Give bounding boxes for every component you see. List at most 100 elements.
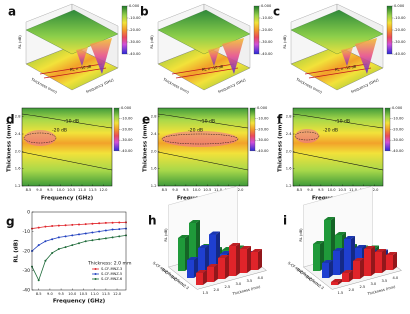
bar-front — [207, 267, 214, 282]
floor — [25, 45, 119, 91]
bar-top — [322, 260, 333, 263]
bar-front — [344, 239, 351, 272]
z-axis-label: RL (dB) — [164, 228, 168, 242]
legend-marker — [94, 278, 97, 280]
bar-front — [178, 238, 185, 271]
bar-top — [251, 249, 262, 252]
y-tick-label: -30 — [22, 268, 30, 274]
bar-front — [342, 273, 349, 282]
bar — [218, 255, 229, 279]
surface-dip — [341, 47, 353, 66]
plot-frame — [31, 211, 127, 291]
panel: g 8.5 9.0 9.5 10.0 10.5 11.0 11.5 12.0 0 -10 -20 -30… — [6, 210, 132, 305]
point — [44, 240, 47, 243]
x-tick-label: 12.0 — [99, 188, 108, 192]
series-line — [31, 228, 127, 252]
category-label: 1.5 — [202, 291, 208, 295]
x-tick-label: 10.5 — [67, 188, 75, 192]
bar — [364, 246, 375, 276]
threshold-line — [39, 63, 103, 75]
colorbar — [386, 5, 393, 55]
x-tick-label: 10.5 — [203, 188, 211, 192]
surface-dip — [90, 38, 112, 74]
bar-top — [220, 251, 231, 254]
threshold-line — [175, 67, 239, 79]
colorbar-tick-label: -20.00 — [257, 127, 269, 131]
contour-line-dashed — [294, 131, 320, 141]
y-tick-label: 1.6 — [286, 167, 292, 171]
contour-label: -20 dB — [52, 128, 67, 134]
panel: hS-CF-MNZ-3S-CF-MNZ-5S-CF-MNZ-61.52.02.5… — [148, 185, 267, 296]
bar-front — [187, 260, 194, 278]
bar-front — [322, 263, 329, 278]
bar-side — [203, 270, 207, 285]
x-tick-label: 8.5 — [162, 188, 168, 192]
threshold-line — [304, 63, 368, 75]
bar-side — [340, 248, 344, 275]
colorbar-tick-label: -30.00 — [394, 40, 406, 44]
bar-front — [324, 220, 331, 268]
colorbar-tick-label: -40.00 — [257, 149, 269, 153]
x-tick-label: 9.5 — [58, 292, 64, 296]
bar — [331, 279, 342, 285]
bar-top — [313, 241, 324, 244]
category-label: 3.0 — [235, 282, 241, 286]
colorbar — [253, 5, 260, 55]
bar — [207, 264, 218, 282]
bar-top — [189, 220, 200, 223]
bar-top — [353, 258, 364, 261]
contour-label: -20 dB — [188, 128, 203, 134]
x-tick-label: 8.5 — [36, 292, 42, 296]
colorbar-tick-label: -10.00 — [129, 16, 141, 20]
x-tick-label: 9.5 — [318, 188, 324, 192]
colorbar-tick-label: -10.00 — [257, 117, 269, 121]
contour-line-dashed — [161, 133, 239, 145]
bar-side — [214, 264, 218, 282]
point — [37, 279, 40, 282]
contour-line — [292, 151, 384, 171]
surface-dip — [76, 47, 88, 66]
z-axis-label: RL (dB) — [283, 35, 287, 49]
colorbar-tick-label: -40.00 — [392, 149, 404, 153]
bar-side — [349, 270, 353, 282]
bar-front — [229, 246, 236, 276]
y-tick-label: -20 — [22, 249, 30, 255]
category-label: 1.5 — [337, 291, 343, 295]
annotation: Thickness: 2.0 mm — [87, 261, 132, 267]
contour-line — [157, 113, 249, 129]
bar-front — [364, 249, 371, 276]
bar-front — [333, 251, 340, 275]
plot-frame — [21, 107, 113, 187]
y-tick-label: 2.8 — [15, 115, 21, 119]
y-tick-label: 2.8 — [151, 115, 157, 119]
point — [91, 222, 94, 225]
x-tick-label: 12.0 — [113, 292, 122, 296]
legend-label: S-CF-MNZ-3 — [101, 267, 122, 271]
point — [71, 234, 74, 237]
point — [64, 224, 67, 227]
annotation: RL = -10 dB — [202, 65, 224, 72]
colorbar-tick-label: -30.00 — [129, 40, 141, 44]
bar-front — [240, 249, 247, 273]
bar — [386, 252, 397, 270]
panel: f-10 dB-20 dB8.59.09.510.010.511.011.512… — [277, 106, 404, 202]
plot-frame — [157, 107, 249, 187]
bar-top — [342, 270, 353, 273]
point — [51, 251, 54, 254]
bar — [322, 260, 333, 278]
bar-front — [375, 252, 382, 273]
category-label: 3.5 — [381, 279, 387, 283]
contour-label: -10 dB — [335, 119, 350, 125]
colorbar-tick-label: 0.000 — [257, 106, 268, 110]
contour-line-dashed — [23, 132, 57, 144]
colorbar — [384, 107, 391, 152]
panel-letter: i — [283, 214, 287, 228]
bar-front — [313, 244, 320, 271]
point — [98, 238, 101, 241]
surface-dip — [355, 38, 377, 74]
y-axis-label: RL (dB) — [14, 239, 20, 263]
y-tick-label: 2.4 — [286, 132, 292, 136]
bar-top — [375, 249, 386, 252]
